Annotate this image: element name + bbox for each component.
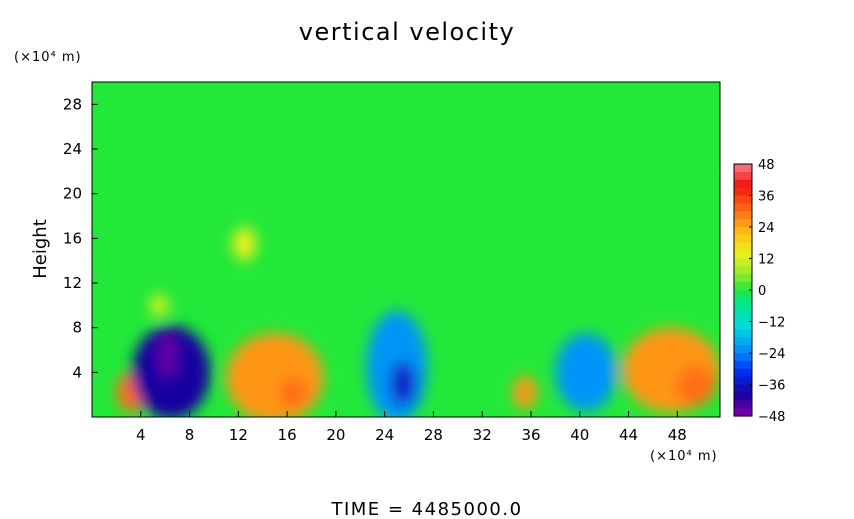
colorbar-band bbox=[734, 290, 752, 299]
y-tick-label: 8 bbox=[72, 319, 82, 337]
colorbar-tick-label: −12 bbox=[758, 316, 785, 331]
x-tick-label: 8 bbox=[185, 426, 195, 444]
colorbar-band bbox=[734, 274, 752, 283]
colorbar-band bbox=[734, 282, 752, 291]
colorbar-tick-label: −36 bbox=[758, 379, 785, 394]
colorbar-band bbox=[734, 242, 752, 252]
y-tick-label: 28 bbox=[63, 95, 82, 113]
colorbar-band bbox=[734, 408, 752, 417]
colorbar-band bbox=[734, 345, 752, 354]
colorbar-band bbox=[734, 164, 752, 173]
colorbar-band bbox=[734, 337, 752, 346]
colorbar-band bbox=[734, 297, 752, 307]
colorbar-band bbox=[734, 250, 752, 260]
updraft-region bbox=[149, 294, 169, 317]
colorbar-band bbox=[734, 376, 752, 386]
colorbar-band bbox=[734, 187, 752, 197]
colorbar-tick-label: 0 bbox=[758, 284, 766, 299]
colorbar-tick-label: 36 bbox=[758, 190, 775, 205]
x-tick-label: 24 bbox=[375, 426, 394, 444]
colorbar-band bbox=[734, 179, 752, 189]
updraft-region bbox=[226, 333, 324, 417]
y-axis-label: Height bbox=[30, 219, 51, 279]
colorbar-band bbox=[734, 353, 752, 362]
x-axis-unit: (×10⁴ m) bbox=[650, 449, 718, 464]
x-tick-label: 4 bbox=[136, 426, 146, 444]
chart-title: vertical velocity bbox=[299, 18, 515, 46]
y-tick-label: 16 bbox=[63, 229, 82, 247]
y-tick-label: 20 bbox=[63, 185, 82, 203]
updraft-region bbox=[676, 365, 716, 406]
y-tick-label: 24 bbox=[63, 140, 82, 158]
x-tick-label: 48 bbox=[668, 426, 687, 444]
x-tick-label: 32 bbox=[473, 426, 492, 444]
x-tick-label: 16 bbox=[278, 426, 297, 444]
colorbar-band bbox=[734, 313, 752, 323]
colorbar-tick-label: −24 bbox=[758, 347, 785, 362]
colorbar-band bbox=[734, 305, 752, 315]
colorbar-band bbox=[734, 368, 752, 378]
colorbar-band bbox=[734, 195, 752, 204]
y-axis-unit: (×10⁴ m) bbox=[14, 50, 82, 65]
colorbar-band bbox=[734, 392, 752, 401]
x-tick-label: 36 bbox=[521, 426, 540, 444]
x-tick-label: 12 bbox=[229, 426, 248, 444]
updraft-region bbox=[512, 375, 538, 410]
colorbar-tick-label: 48 bbox=[758, 158, 775, 173]
colorbar-band bbox=[734, 234, 752, 244]
colorbar-band bbox=[734, 171, 752, 181]
time-label: TIME = 4485000.0 bbox=[330, 499, 522, 519]
downdraft-region bbox=[390, 361, 416, 406]
colorbar-band bbox=[734, 321, 752, 330]
colorbar-band bbox=[734, 258, 752, 267]
updraft-region bbox=[278, 376, 308, 409]
x-tick-label: 20 bbox=[326, 426, 345, 444]
x-tick-label: 40 bbox=[570, 426, 589, 444]
plot-frame bbox=[91, 81, 721, 418]
colorbar-tick-label: 12 bbox=[758, 253, 775, 268]
colorbar-band bbox=[734, 360, 752, 370]
colorbar-band bbox=[734, 266, 752, 275]
x-tick-label: 44 bbox=[619, 426, 638, 444]
colorbar-tick-label: −48 bbox=[758, 410, 785, 425]
downdraft-region bbox=[159, 333, 177, 378]
downdraft-region bbox=[555, 333, 617, 412]
colorbar-band bbox=[734, 203, 752, 212]
colorbar-band bbox=[734, 384, 752, 393]
y-tick-label: 12 bbox=[63, 274, 82, 292]
colorbar-band bbox=[734, 400, 752, 409]
colorbar-band bbox=[734, 219, 752, 228]
x-tick-label: 28 bbox=[424, 426, 443, 444]
colorbar-tick-label: 24 bbox=[758, 221, 775, 236]
colorbar-band bbox=[734, 329, 752, 338]
colorbar-band bbox=[734, 227, 752, 236]
updraft-region bbox=[232, 227, 257, 261]
colorbar-band bbox=[734, 211, 752, 220]
y-tick-label: 4 bbox=[72, 363, 82, 381]
